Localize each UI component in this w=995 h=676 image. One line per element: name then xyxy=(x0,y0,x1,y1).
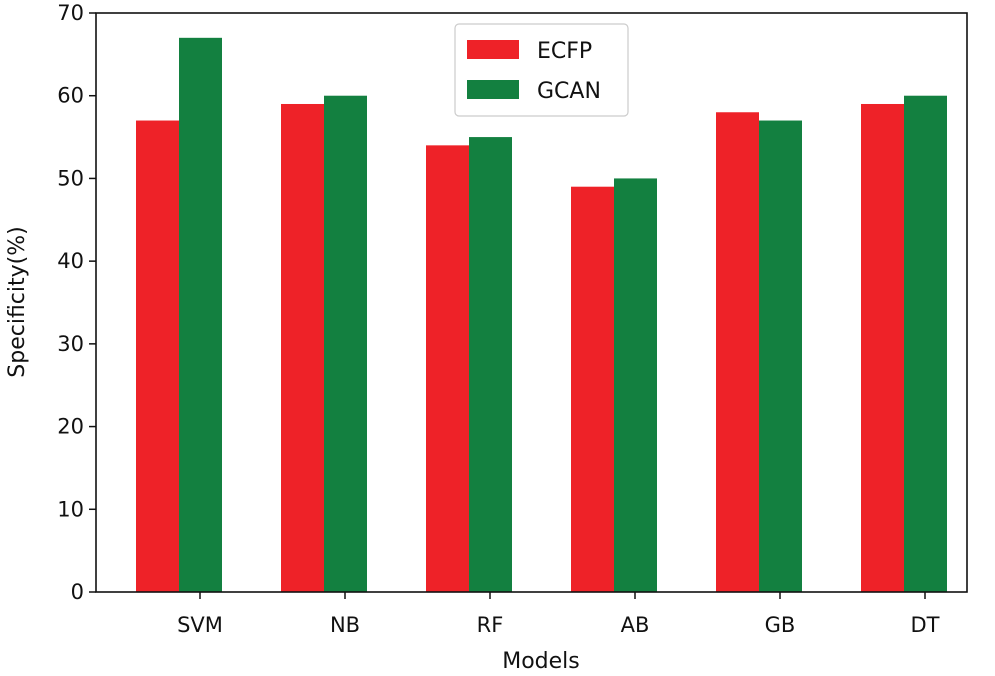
y-axis-label: Specificity(%) xyxy=(5,226,30,377)
legend-label-ecfp: ECFP xyxy=(537,39,592,64)
legend: ECFP GCAN xyxy=(454,23,629,117)
y-tick-label-0: 0 xyxy=(71,580,84,604)
bar-ecfp-nb xyxy=(281,103,324,592)
bar-ecfp-rf xyxy=(426,145,469,593)
x-tick-label-rf: RF xyxy=(477,613,504,637)
x-tick-label-nb: NB xyxy=(330,613,360,637)
bar-gcan-rf xyxy=(469,137,512,593)
x-tick-label-dt: DT xyxy=(911,613,940,637)
y-tick-label-60: 60 xyxy=(57,84,84,108)
bar-gcan-gb xyxy=(759,120,802,593)
bar-gcan-ab xyxy=(614,178,657,592)
y-axis: 0 10 20 30 40 50 60 70 xyxy=(57,1,96,604)
bar-ecfp-svm xyxy=(136,120,179,593)
bar-ecfp-gb xyxy=(716,112,759,592)
y-tick-label-30: 30 xyxy=(57,332,84,356)
y-tick-label-10: 10 xyxy=(57,497,84,521)
legend-swatch-ecfp xyxy=(467,40,519,59)
bar-gcan-nb xyxy=(324,95,367,592)
y-tick-label-20: 20 xyxy=(57,415,84,439)
x-tick-label-svm: SVM xyxy=(177,613,223,637)
bar-gcan-svm xyxy=(179,37,222,593)
y-tick-label-50: 50 xyxy=(57,166,84,190)
bars-group xyxy=(136,37,947,593)
plot-frame xyxy=(95,12,968,593)
x-axis: SVM NB RF AB GB DT xyxy=(177,592,940,637)
bar-gcan-dt xyxy=(904,95,947,592)
y-tick-label-40: 40 xyxy=(57,249,84,273)
bar-ecfp-dt xyxy=(861,103,904,592)
bar-ecfp-ab xyxy=(571,186,614,592)
y-tick-label-70: 70 xyxy=(57,1,84,25)
legend-label-gcan: GCAN xyxy=(537,79,601,104)
legend-swatch-gcan xyxy=(467,80,519,99)
x-tick-label-gb: GB xyxy=(765,613,796,637)
x-axis-label: Models xyxy=(502,649,580,674)
x-tick-label-ab: AB xyxy=(621,613,650,637)
